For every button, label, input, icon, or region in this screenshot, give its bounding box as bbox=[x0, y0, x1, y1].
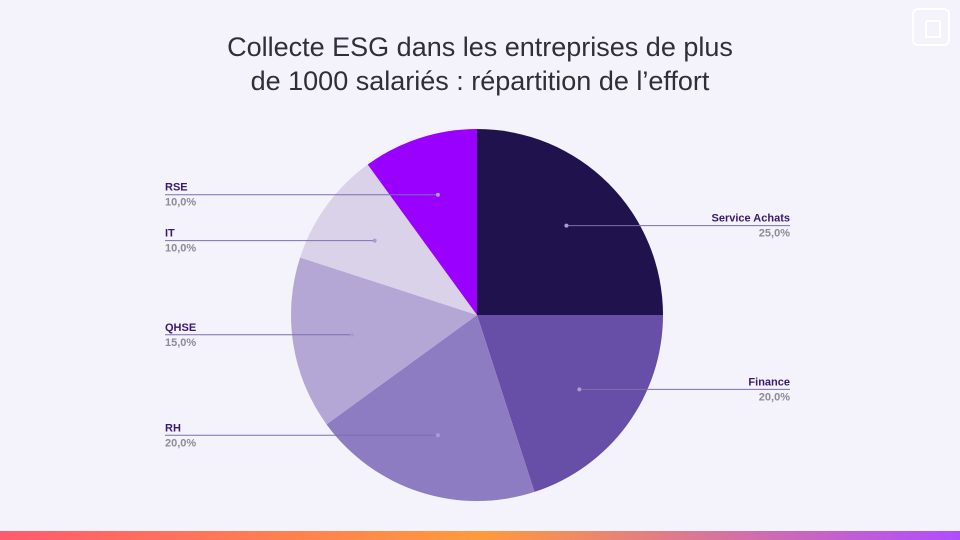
pie-slice-rh bbox=[326, 315, 535, 502]
slice-value-rse: 10,0% bbox=[165, 197, 196, 209]
leader-dot-qhse bbox=[350, 332, 355, 337]
leader-lines bbox=[165, 192, 790, 438]
pie-slice-it bbox=[300, 164, 477, 315]
slice-label-it: IT bbox=[165, 228, 175, 240]
leader-dot-rse bbox=[435, 192, 440, 197]
slice-labels: Service Achats 25,0% Finance 20,0% RH 20,0% QH… bbox=[165, 182, 790, 450]
logo-icon bbox=[912, 8, 950, 46]
leader-dot-service-achats bbox=[564, 223, 569, 228]
slice-value-finance: 20,0% bbox=[759, 391, 790, 403]
pie-slice-service-achats bbox=[477, 129, 663, 315]
pie-slices bbox=[291, 129, 663, 502]
slice-value-qhse: 15,0% bbox=[165, 337, 196, 349]
slice-label-service-achats: Service Achats bbox=[712, 213, 790, 225]
leader-dot-it bbox=[372, 238, 377, 243]
chart-title: Collecte ESG dans les entreprises de plu… bbox=[180, 30, 780, 98]
leader-dot-rh bbox=[435, 433, 440, 438]
slice-label-rse: RSE bbox=[165, 182, 188, 194]
slice-label-rh: RH bbox=[165, 422, 181, 434]
pie-slice-qhse bbox=[291, 257, 477, 425]
slice-value-service-achats: 25,0% bbox=[759, 228, 790, 240]
chart-title-line-2: de 1000 salariés : répartition de l’effo… bbox=[250, 66, 710, 96]
slice-value-it: 10,0% bbox=[165, 243, 196, 255]
bottom-gradient-bar bbox=[0, 531, 960, 540]
slice-label-finance: Finance bbox=[748, 376, 790, 388]
leader-dot-finance bbox=[577, 387, 582, 392]
slice-value-rh: 20,0% bbox=[165, 437, 196, 449]
chart-title-line-1: Collecte ESG dans les entreprises de plu… bbox=[227, 32, 733, 62]
pie-slice-finance bbox=[477, 315, 663, 492]
pie-slice-rse bbox=[367, 129, 477, 315]
slice-label-qhse: QHSE bbox=[165, 322, 196, 334]
